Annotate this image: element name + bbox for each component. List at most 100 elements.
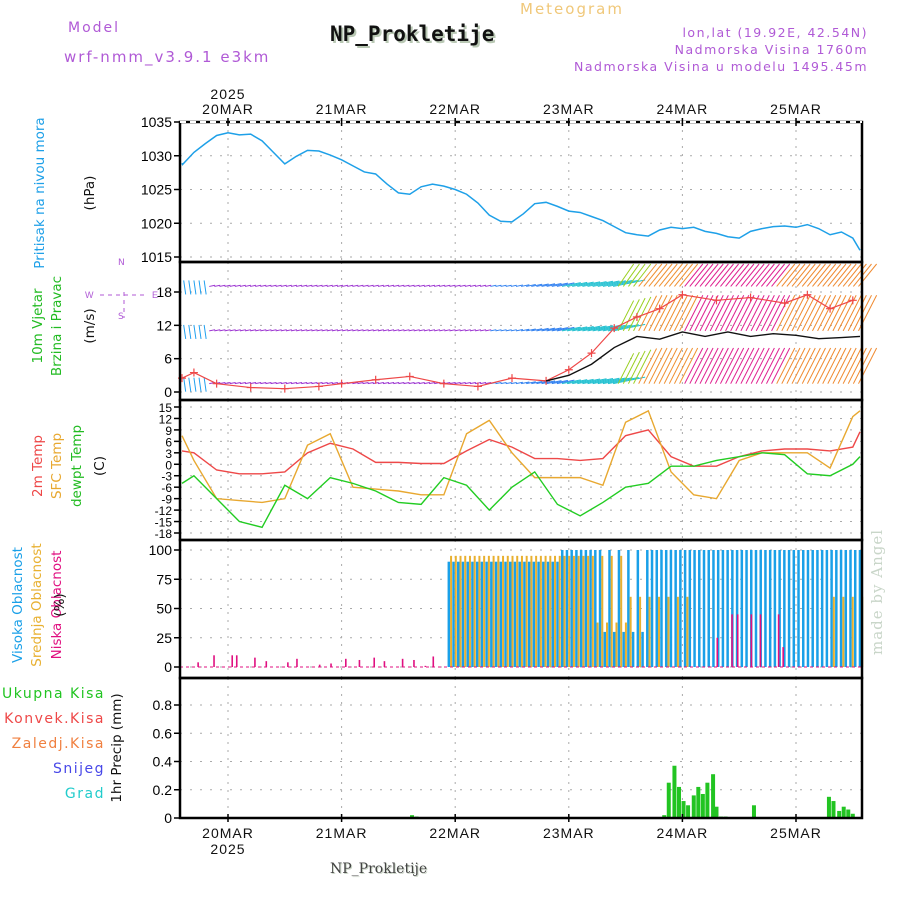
wind-barb	[326, 284, 333, 287]
wind-barb	[388, 381, 395, 385]
wind-barb	[791, 263, 811, 287]
wind-barb	[362, 381, 369, 385]
y-tick-label: 1025	[141, 182, 172, 198]
wind-barb	[301, 284, 308, 287]
wind-barb	[750, 347, 770, 384]
wind-barb	[270, 284, 277, 287]
cloud-mid-bar	[478, 555, 481, 667]
cloud-low-bar	[254, 657, 256, 667]
cloud-low-bar	[716, 637, 719, 667]
wind-barb	[561, 379, 581, 385]
cloud-mid-bar	[473, 555, 476, 667]
wind-barb	[239, 381, 246, 385]
wind-barb	[781, 347, 801, 384]
wind-barb	[306, 284, 313, 287]
wind-barb	[398, 329, 405, 332]
wind-barb	[653, 295, 673, 332]
wind-barb	[577, 281, 601, 287]
wind-barb	[725, 295, 745, 332]
cloud-high-bar	[452, 561, 455, 667]
wind-barb	[480, 329, 487, 332]
cloud-low-bar	[213, 655, 215, 667]
wind-barb	[812, 347, 832, 384]
wind-barb	[275, 284, 282, 287]
wind-barb	[658, 295, 678, 332]
cloud-high-bar	[466, 561, 469, 667]
model-elevation: Nadmorska Visina u modelu 1495.45m	[574, 59, 868, 74]
wind-speed-marker	[439, 379, 448, 388]
wind-barb	[526, 381, 536, 385]
wind-barb	[587, 325, 614, 332]
wind-speed-marker	[803, 290, 812, 299]
wind-barb	[520, 381, 530, 385]
cloud-high-bar	[778, 550, 781, 667]
wind-barb	[459, 329, 466, 332]
wind-barb	[326, 381, 333, 385]
wind-barb	[403, 284, 410, 287]
wind-barb	[270, 329, 277, 332]
wind-barb	[566, 281, 588, 287]
wind-barb	[791, 295, 811, 332]
wind-barb	[520, 328, 530, 332]
cloud-high-bar	[825, 550, 829, 667]
wind-barb	[505, 284, 512, 287]
year-label-bottom: 2025	[210, 841, 245, 857]
x-tick-label-top: 24MAR	[657, 101, 709, 117]
wind-barb	[224, 284, 231, 287]
wind-barb	[428, 284, 436, 287]
wind-barb	[694, 263, 714, 287]
y-tick-label: -9	[161, 493, 172, 507]
cloud-high-bar	[712, 550, 715, 667]
wind-barb	[781, 295, 801, 332]
cloud-high-bar	[745, 550, 748, 667]
cloud-high-bar	[792, 550, 796, 667]
wind-barb	[367, 284, 374, 287]
wind-barb	[423, 381, 430, 385]
wind-barb	[668, 263, 688, 287]
cloud-high-bar	[612, 631, 616, 667]
wind-barb	[510, 329, 517, 332]
wind-barb	[592, 280, 620, 287]
wind-barb	[500, 381, 507, 385]
cloud-low-bar	[287, 662, 289, 667]
cloud-high-bar	[494, 561, 498, 667]
wind-barb	[331, 381, 338, 385]
footer-station: NP_Prokletije	[330, 861, 428, 877]
wind-barb	[812, 263, 832, 287]
cloud-mid-bar	[563, 555, 566, 667]
precip-bar	[841, 806, 846, 818]
wind-barb	[203, 280, 207, 295]
model-name: wrf-nmm_v3.9.1 e3km	[64, 48, 271, 66]
legend-conv-rain: Konvek.Kisa	[4, 711, 105, 727]
wind-barb	[459, 284, 466, 287]
wind-barb	[377, 284, 384, 287]
cloud-high-bar	[631, 631, 635, 667]
cloud-high-bar	[575, 550, 578, 667]
wind-barb	[408, 329, 415, 332]
wind-barb	[352, 329, 359, 332]
station-elevation: Nadmorska Visina 1760m	[674, 42, 868, 57]
y-tick-label: 0	[164, 810, 172, 826]
y-tick-label: 0.6	[153, 725, 173, 741]
wind-barb	[531, 283, 543, 287]
wind-barb	[219, 284, 226, 287]
cloud-high-bar	[669, 550, 673, 667]
wind-barb	[556, 326, 575, 332]
wind-barb	[546, 327, 562, 332]
precip-bar	[686, 805, 691, 818]
wind-barb	[556, 282, 575, 287]
wind-barb	[842, 263, 862, 287]
cloud-high-bar	[660, 550, 663, 667]
cloud-high-bar	[820, 550, 824, 667]
cloud-high-bar	[844, 550, 848, 667]
y-tick-label: 12	[156, 317, 172, 333]
wind-barb	[709, 295, 729, 332]
wind-barb	[224, 381, 231, 385]
wind-barb	[480, 284, 487, 287]
wind-barb	[418, 284, 425, 287]
wind-barb	[408, 381, 415, 385]
cloud-high-bar	[461, 561, 465, 667]
wind-barb	[209, 284, 216, 287]
cloud-low-bar	[373, 657, 376, 667]
cloud-high-bar	[683, 550, 687, 667]
